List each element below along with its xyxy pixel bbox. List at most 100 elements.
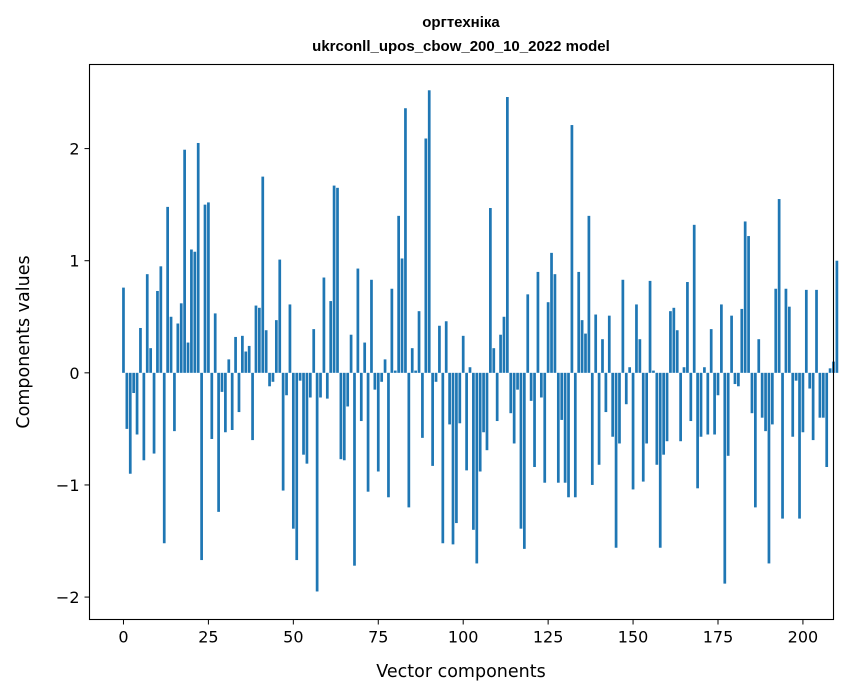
- bar: [798, 372, 801, 519]
- bar: [128, 372, 132, 474]
- x-tick-label: 50: [283, 628, 303, 647]
- bar: [815, 289, 818, 373]
- bar: [546, 302, 550, 373]
- bar: [754, 372, 757, 508]
- bar: [818, 372, 822, 418]
- bar: [349, 334, 353, 373]
- y-axis-label: Components values: [14, 255, 34, 428]
- bar: [665, 372, 669, 442]
- bar: [567, 372, 570, 498]
- bar: [478, 372, 482, 472]
- bar: [560, 372, 564, 420]
- bar: [791, 372, 795, 437]
- bar: [288, 304, 292, 373]
- bar: [329, 301, 333, 373]
- bar: [359, 372, 363, 422]
- bar: [393, 370, 397, 373]
- y-tick-label: −1: [56, 476, 80, 495]
- bar: [472, 372, 475, 530]
- bar: [821, 372, 825, 418]
- bar: [193, 251, 197, 373]
- bar: [757, 339, 761, 373]
- bar: [295, 372, 299, 561]
- bar: [614, 372, 618, 548]
- bar: [672, 307, 676, 373]
- y-tick-label: −2: [56, 588, 80, 607]
- bar: [203, 204, 207, 373]
- bar: [224, 372, 227, 433]
- bar: [217, 372, 220, 512]
- bar: [241, 335, 244, 373]
- bar: [346, 372, 350, 407]
- bar: [638, 339, 642, 373]
- bar: [737, 372, 740, 387]
- bar: [811, 372, 815, 441]
- bar: [495, 372, 499, 422]
- bar: [271, 372, 275, 382]
- bar: [424, 138, 428, 373]
- bar: [258, 307, 261, 373]
- bar: [621, 279, 625, 373]
- x-tick-label: 175: [703, 628, 734, 647]
- bar: [774, 288, 778, 373]
- bar: [308, 372, 312, 398]
- bar: [234, 336, 237, 373]
- bar: [580, 320, 584, 373]
- bar: [584, 333, 587, 373]
- bar: [655, 372, 659, 465]
- bar: [743, 221, 747, 373]
- bar: [438, 325, 441, 373]
- bar: [556, 372, 560, 483]
- bar: [594, 314, 598, 373]
- bar: [648, 280, 652, 373]
- chart-title-line2: ukrconll_upos_cbow_200_10_2022 model: [312, 38, 610, 55]
- bar: [529, 372, 533, 401]
- bar: [686, 282, 689, 373]
- plot-frame: [88, 63, 835, 621]
- bar: [434, 372, 438, 382]
- bar: [431, 372, 434, 466]
- bar: [611, 372, 615, 437]
- bar: [726, 372, 730, 456]
- bar: [404, 108, 407, 373]
- x-tick-label: 200: [788, 628, 819, 647]
- bar: [645, 372, 649, 444]
- bar: [156, 290, 159, 373]
- bar: [652, 370, 655, 373]
- bar: [387, 372, 390, 498]
- x-tick-label: 75: [368, 628, 388, 647]
- bar: [747, 236, 750, 373]
- bar: [628, 367, 632, 373]
- bar: [254, 305, 258, 373]
- bar: [835, 260, 839, 373]
- bar: [186, 342, 190, 373]
- bar: [696, 372, 699, 489]
- x-axis-ticks: 0 25 50 75 100 125 150 175 200: [118, 619, 819, 647]
- bar: [142, 372, 146, 461]
- x-tick-label: 0: [118, 628, 128, 647]
- bar: [166, 206, 169, 373]
- bars-group: [122, 90, 839, 592]
- bar: [458, 372, 462, 424]
- bar: [550, 252, 553, 373]
- bar: [750, 372, 754, 414]
- bar: [662, 372, 665, 455]
- bar: [482, 372, 485, 433]
- bar: [709, 329, 713, 373]
- bar: [682, 367, 686, 373]
- bar: [740, 308, 744, 373]
- bar: [363, 342, 367, 373]
- bar: [278, 259, 282, 373]
- bar: [315, 372, 319, 592]
- bar: [397, 215, 401, 373]
- bar: [601, 339, 604, 373]
- chart-title-line1: оргтехніка: [422, 14, 500, 31]
- bar: [302, 372, 305, 455]
- bar: [370, 279, 373, 373]
- bar: [190, 249, 193, 373]
- bar: [553, 274, 557, 373]
- bar: [383, 359, 387, 373]
- bar: [427, 90, 431, 373]
